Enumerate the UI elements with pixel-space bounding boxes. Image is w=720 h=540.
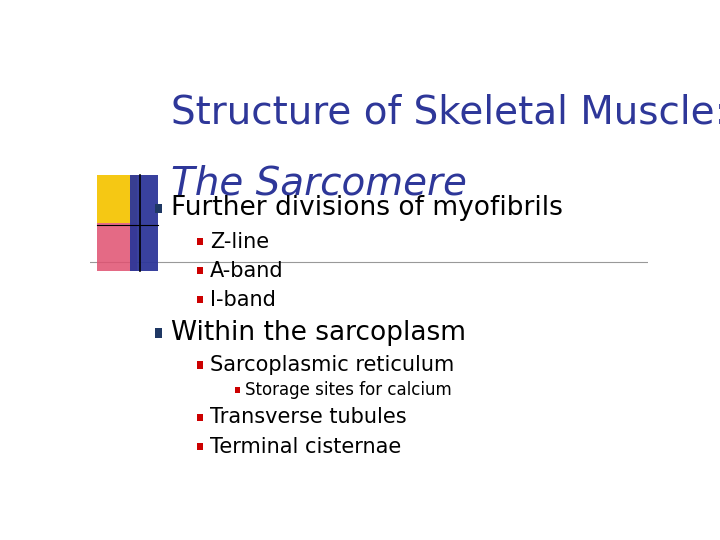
Text: Terminal cisternae: Terminal cisternae: [210, 436, 401, 456]
Text: Structure of Skeletal Muscle:: Structure of Skeletal Muscle:: [171, 94, 720, 132]
Bar: [155, 328, 162, 338]
Bar: [130, 175, 158, 271]
Bar: [235, 387, 240, 393]
Bar: [96, 175, 137, 223]
Text: Z-line: Z-line: [210, 232, 269, 252]
Bar: [197, 361, 203, 368]
Text: Sarcoplasmic reticulum: Sarcoplasmic reticulum: [210, 355, 454, 375]
Bar: [96, 223, 137, 271]
Bar: [197, 414, 203, 421]
Bar: [197, 238, 203, 245]
Text: I-band: I-band: [210, 290, 276, 310]
Text: A-band: A-band: [210, 261, 284, 281]
Text: Within the sarcoplasm: Within the sarcoplasm: [171, 320, 466, 346]
Text: Transverse tubules: Transverse tubules: [210, 407, 407, 427]
Bar: [197, 443, 203, 450]
Bar: [155, 204, 162, 213]
Text: Further divisions of myofibrils: Further divisions of myofibrils: [171, 195, 563, 221]
Bar: [197, 296, 203, 303]
Text: The Sarcomere: The Sarcomere: [171, 165, 467, 202]
Text: Storage sites for calcium: Storage sites for calcium: [245, 381, 452, 399]
Bar: [197, 267, 203, 274]
